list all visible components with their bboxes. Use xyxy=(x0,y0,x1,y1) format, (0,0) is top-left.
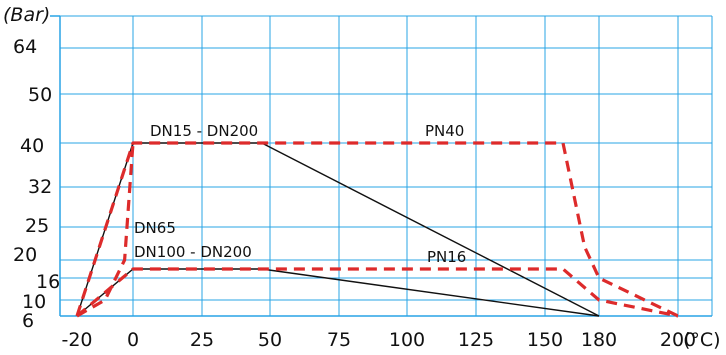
x-tick-label: -20 xyxy=(61,329,92,351)
y-tick-label: 64 xyxy=(13,36,37,58)
y-tick-label: 10 xyxy=(22,291,46,313)
annotation-label: PN40 xyxy=(425,122,464,140)
y-tick-label: 25 xyxy=(25,215,49,237)
axes xyxy=(50,15,712,317)
y-tick-label: 16 xyxy=(36,271,60,293)
x-tick-label: 75 xyxy=(327,329,351,351)
series-line-pn16 xyxy=(75,267,679,318)
x-tick-label: 50 xyxy=(258,329,282,351)
annotations: DN15 - DN200 PN40 DN65 DN100 - DN200 PN16 xyxy=(134,122,466,266)
y-tick-label: 6 xyxy=(22,310,34,332)
annotation-label: DN15 - DN200 xyxy=(150,122,258,140)
series-line-dn65 xyxy=(76,142,135,318)
x-tick-label: 200 xyxy=(660,329,696,351)
series-line-pn40 xyxy=(75,141,679,318)
y-tick-label: 40 xyxy=(20,135,44,157)
x-axis-unit: (°C) xyxy=(683,329,721,351)
x-tick-label: 25 xyxy=(190,329,214,351)
annotation-label: DN100 - DN200 xyxy=(134,243,252,261)
y-tick-label: 20 xyxy=(13,244,37,266)
x-tick-label: 0 xyxy=(127,329,139,351)
x-tick-label: 100 xyxy=(389,329,425,351)
y-tick-label: 32 xyxy=(28,176,52,198)
series-lines xyxy=(75,141,679,318)
x-tick-label: 150 xyxy=(527,329,563,351)
x-tick-label: 180 xyxy=(581,329,617,351)
y-tick-label: 50 xyxy=(28,84,52,106)
annotation-label: DN65 xyxy=(134,219,176,237)
annotation-label: PN16 xyxy=(427,248,466,266)
y-axis-unit: (Bar) xyxy=(3,4,50,26)
x-tick-label: 125 xyxy=(458,329,494,351)
